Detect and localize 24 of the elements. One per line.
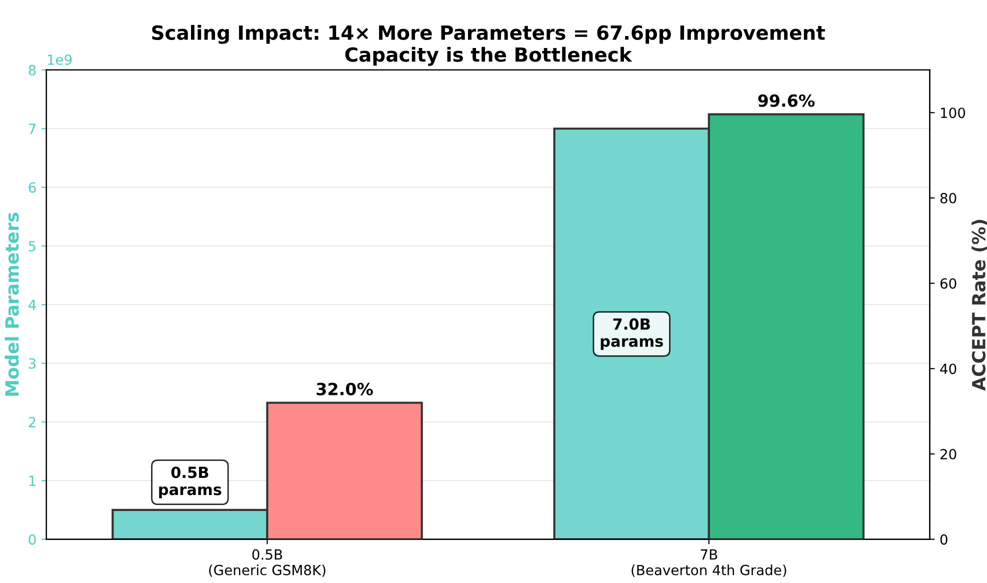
y-tick-label: 7 <box>28 124 36 134</box>
y-tick-label: 3 <box>28 358 36 369</box>
x-tick-label: 0.5B (Generic GSM8K) <box>209 549 326 577</box>
y2-tick-label: 80 <box>940 192 956 204</box>
y-tick-label: 4 <box>28 300 36 310</box>
y2-tick-label: 0 <box>940 534 948 545</box>
y2-tick-label: 40 <box>940 364 956 374</box>
y-tick-label: 8 <box>28 64 36 76</box>
data-label: 7.0B params <box>600 318 663 350</box>
x-tick-label: 7B (Beaverton 4th Grade) <box>632 549 786 577</box>
y2-tick-label: 20 <box>940 448 956 460</box>
y2-tick-label: 60 <box>940 278 956 289</box>
text: 1e9 <box>48 54 72 65</box>
y2-tick-label: 100 <box>941 108 966 118</box>
chart-title: Scaling Impact: 14× More Parameters = 67.6pp Improvement Capacity is the Bottleneck <box>152 24 825 66</box>
y-tick-label: 6 <box>28 182 36 193</box>
y-tick-label: 2 <box>28 416 36 428</box>
data-label: 0.5B params <box>159 466 222 498</box>
y-tick-label: 0 <box>28 534 36 545</box>
y-tick-label: 1 <box>29 476 36 486</box>
y-axis-title: Model Parameters <box>4 212 19 396</box>
data-label: 99.6% <box>758 94 815 107</box>
y-tick-label: 5 <box>28 241 36 252</box>
data-label: 32.0% <box>316 382 373 396</box>
